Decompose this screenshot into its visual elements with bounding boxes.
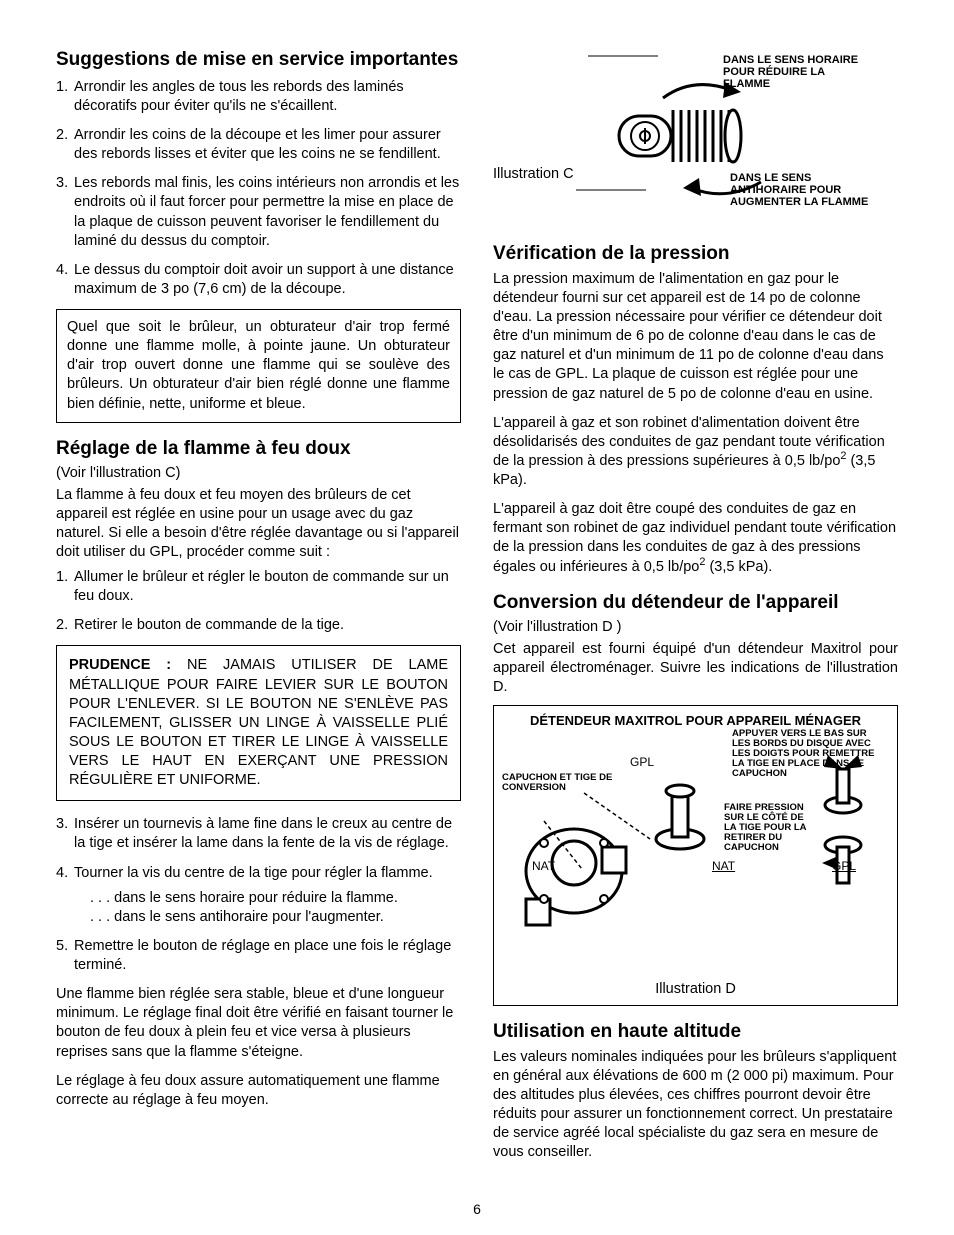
illc-caption: Illustration C: [493, 166, 574, 182]
leader-line-icon: [588, 48, 658, 66]
illustration-d: DÉTENDEUR MAXITROL POUR APPAREIL MÉNAGER: [493, 705, 898, 1006]
verif-p1: La pression maximum de l'alimentation en…: [493, 270, 898, 404]
list-item: 3.Insérer un tournevis à lame fine dans …: [56, 815, 461, 853]
heading-reglage: Réglage de la flamme à feu doux: [56, 437, 461, 461]
reglage-p1: Une flamme bien réglée sera stable, bleu…: [56, 985, 461, 1062]
reglage-subcaption: (Voir l'illustration C): [56, 464, 461, 483]
list-text: Insérer un tournevis à lame fine dans le…: [74, 816, 452, 851]
list-text: Arrondir les angles de tous les rebords …: [74, 79, 404, 114]
dashed-leader-icon: [580, 789, 660, 849]
list-text: Tourner la vis du centre de la tige pour…: [74, 865, 433, 881]
illc-label-counterclockwise: DANS LE SENS ANTIHORAIRE POUR AUGMENTER …: [730, 172, 880, 208]
caution-body: NE JAMAIS UTILISER DE LAME MÉTALLIQUE PO…: [69, 657, 448, 788]
page-number: 6: [0, 1201, 954, 1217]
illd-nat-label: NAT: [532, 859, 555, 873]
heading-conversion: Conversion du détendeur de l'appareil: [493, 591, 898, 615]
illd-caption: Illustration D: [502, 981, 889, 997]
heading-suggestions: Suggestions de mise en service important…: [56, 48, 461, 72]
air-shutter-note-box: Quel que soit le brûleur, un obturateur …: [56, 309, 461, 423]
list-item: 4.Le dessus du comptoir doit avoir un su…: [56, 261, 461, 299]
caution-text: PRUDENCE : NE JAMAIS UTILISER DE LAME MÉ…: [69, 656, 448, 790]
list-item: 1.Arrondir les angles de tous les rebord…: [56, 78, 461, 116]
page-columns: Suggestions de mise en service important…: [56, 48, 898, 1162]
illc-label-clockwise: DANS LE SENS HORAIRE POUR RÉDUIRE LA FLA…: [723, 54, 863, 90]
list-text: Remettre le bouton de réglage en place u…: [74, 938, 451, 973]
caution-box: PRUDENCE : NE JAMAIS UTILISER DE LAME MÉ…: [56, 645, 461, 801]
heading-altitude: Utilisation en haute altitude: [493, 1020, 898, 1044]
illd-note-press-down: APPUYER VERS LE BAS SUR LES BORDS DU DIS…: [732, 729, 882, 779]
verif-p3a: L'appareil à gaz doit être coupé des con…: [493, 501, 896, 574]
list-text: Arrondir les coins de la découpe et les …: [74, 127, 441, 162]
list-item: 3.Les rebords mal finis, les coins intér…: [56, 174, 461, 251]
illd-cap-conv-label: CAPUCHON ET TIGE DE CONVERSION: [502, 773, 622, 793]
list-item: 2.Retirer le bouton de commande de la ti…: [56, 616, 461, 635]
list-item: 5.Remettre le bouton de réglage en place…: [56, 937, 461, 975]
caution-label: PRUDENCE :: [69, 657, 171, 673]
conv-sub: (Voir l'illustration D ): [493, 618, 898, 637]
illd-body: APPUYER VERS LE BAS SUR LES BORDS DU DIS…: [502, 729, 889, 979]
illd-title: DÉTENDEUR MAXITROL POUR APPAREIL MÉNAGER: [502, 714, 889, 729]
left-column: Suggestions de mise en service important…: [56, 48, 461, 1162]
list-text: Les rebords mal finis, les coins intérie…: [74, 175, 459, 248]
illd-nat-label-underlined: NAT: [712, 859, 735, 873]
suggestions-list: 1.Arrondir les angles de tous les rebord…: [56, 78, 461, 299]
verif-p3b: (3,5 kPa).: [705, 559, 772, 575]
reglage-steps-b: 3.Insérer un tournevis à lame fine dans …: [56, 815, 461, 975]
verif-p2a: L'appareil à gaz et son robinet d'alimen…: [493, 415, 885, 469]
reglage-intro: La flamme à feu doux et feu moyen des br…: [56, 486, 461, 563]
illd-note-press-side: FAIRE PRESSION SUR LE CÔTÉ DE LA TIGE PO…: [724, 803, 814, 853]
list-item: 2.Arrondir les coins de la découpe et le…: [56, 126, 461, 164]
verif-p2: L'appareil à gaz et son robinet d'alimen…: [493, 414, 898, 491]
reglage-p2: Le réglage à feu doux assure automatique…: [56, 1072, 461, 1110]
right-column: DANS LE SENS HORAIRE POUR RÉDUIRE LA FLA…: [493, 48, 898, 1162]
illd-gpl-label-underlined: GPL: [832, 859, 856, 873]
list-text: Le dessus du comptoir doit avoir un supp…: [74, 262, 454, 297]
reglage-4b: . . . dans le sens antihoraire pour l'au…: [74, 908, 461, 927]
illustration-c: DANS LE SENS HORAIRE POUR RÉDUIRE LA FLA…: [493, 48, 898, 228]
verif-p3: L'appareil à gaz doit être coupé des con…: [493, 500, 898, 577]
list-item: 1.Allumer le brûleur et régler le bouton…: [56, 568, 461, 606]
conv-p: Cet appareil est fourni équipé d'un déte…: [493, 640, 898, 697]
heading-verification: Vérification de la pression: [493, 242, 898, 266]
air-shutter-text: Quel que soit le brûleur, un obturateur …: [67, 318, 450, 414]
reglage-4a: . . . dans le sens horaire pour réduire …: [74, 889, 461, 908]
list-item: 4.Tourner la vis du centre de la tige po…: [56, 864, 461, 927]
list-text: Allumer le brûleur et régler le bouton d…: [74, 569, 449, 604]
illd-gpl-label: GPL: [630, 755, 654, 769]
reglage-steps-a: 1.Allumer le brûleur et régler le bouton…: [56, 568, 461, 635]
altitude-p: Les valeurs nominales indiquées pour les…: [493, 1048, 898, 1163]
list-text: Retirer le bouton de commande de la tige…: [74, 617, 344, 633]
